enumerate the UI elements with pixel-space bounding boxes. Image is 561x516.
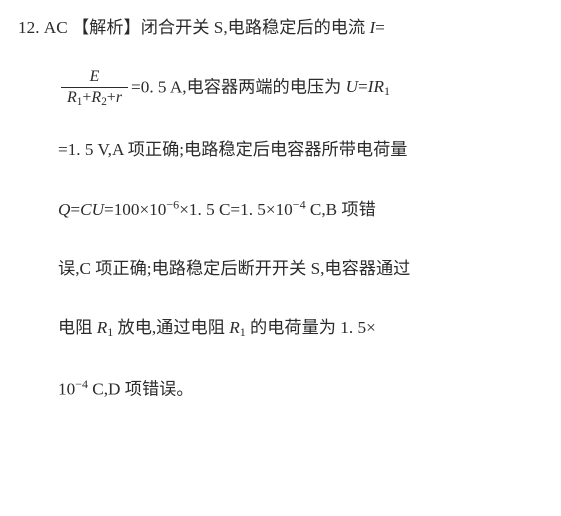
line6-b: 放电,通过电阻 — [113, 318, 225, 337]
line5-text: 误,C 项正确;电路稳定后断开开关 S,电容器通过 — [58, 259, 410, 278]
line-6: 电阻 R1 放电,通过电阻 R1 的电荷量为 1. 5× — [18, 316, 541, 341]
problem-number: 12. — [18, 16, 39, 41]
line-1: 12. AC 【解析】闭合开关 S,电路稳定后的电流 I= — [18, 16, 541, 41]
eq-Q: Q=CU=100×10−6×1. 5 C=1. 5×10−4 C,B 项错 — [58, 200, 376, 219]
line3-text: =1. 5 V,A 项正确;电路稳定后电容器所带电荷量 — [58, 140, 408, 159]
line7-b: C,D 项错误。 — [88, 379, 194, 398]
line-3: =1. 5 V,A 项正确;电路稳定后电容器所带电荷量 — [18, 138, 541, 163]
line6-c: 的电荷量为 1. 5× — [246, 318, 376, 337]
R1-b: R1 — [229, 318, 246, 337]
R1-a: R1 — [97, 318, 114, 337]
eq-U: U=IR1 — [346, 77, 390, 96]
line-4: Q=CU=100×10−6×1. 5 C=1. 5×10−4 C,B 项错 — [18, 197, 541, 224]
answer-letters: AC — [44, 18, 72, 37]
analysis-label: 【解析】 — [72, 18, 141, 37]
line-7: 10−4 C,D 项错误。 — [18, 376, 541, 403]
eq1-rhs: =0. 5 A, — [131, 77, 187, 96]
line-5: 误,C 项正确;电路稳定后断开开关 S,电容器通过 — [18, 257, 541, 282]
solution-block: 12. AC 【解析】闭合开关 S,电路稳定后的电流 I= E R1+R2+r … — [0, 0, 561, 418]
fraction-E-over-R1R2r: E R1+R2+r — [61, 69, 128, 108]
line1-text: 闭合开关 S,电路稳定后的电流 — [141, 18, 365, 37]
line6-a: 电阻 — [58, 318, 92, 337]
line7-exp: −4 — [75, 377, 88, 391]
line-2: E R1+R2+r =0. 5 A,电容器两端的电压为 U=IR1 — [18, 69, 541, 108]
eq-I: I= — [369, 18, 384, 37]
line7-a: 10 — [58, 379, 75, 398]
line2-text: 电容器两端的电压为 — [187, 77, 342, 96]
